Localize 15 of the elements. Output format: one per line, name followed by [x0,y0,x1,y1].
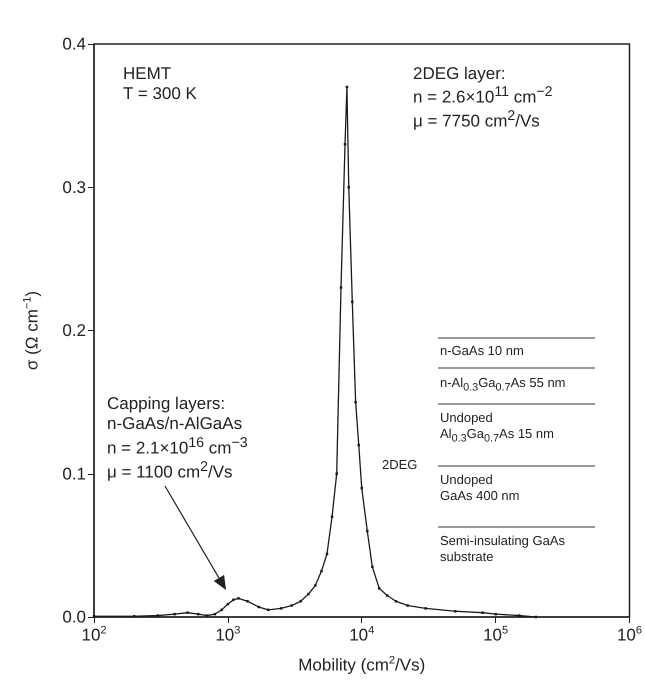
y-tick-label: 0.2 [62,321,86,340]
text: Capping layers: n-GaAs/n-AlGaAs n = 2.1×10$^{16}$ cm$^{−3}$ μ = 1100 cm$^{2}$/Vs [107,394,248,482]
annotation: Semi-insulating GaAs substrate [440,533,565,564]
annotation: Undoped Al$_{0.3}$Ga$_{0.7}$As 15 nm [440,410,554,446]
annotation: Undoped GaAs 400 nm [440,472,520,504]
annotation: 2DEG [382,457,418,473]
annotation: n-Al$_{0.3}$Ga$_{0.7}$As 55 nm [440,375,566,395]
y-tick-label: 0.3 [62,178,86,197]
text: 2DEG layer: n = 2.6×10$^{11}$ cm$^{−2}$ μ = 7750 cm$^{2}$/Vs [413,64,553,132]
annotation: HEMT T = 300 K [123,64,197,105]
y-axis-title: σ (Ω cm−1) [22,290,42,370]
y-tick-label: 0.1 [62,464,86,484]
annotation: n-GaAs 10 nm [440,343,524,359]
y-tick-label: 0.4 [62,34,86,54]
y-tick-label: 0.0 [62,608,86,626]
